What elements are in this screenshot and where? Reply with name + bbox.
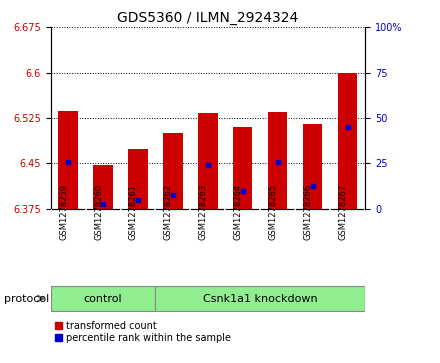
Bar [163, 133, 183, 209]
Text: GSM1278261: GSM1278261 [129, 184, 138, 240]
Text: GSM1278264: GSM1278264 [234, 184, 243, 240]
Text: Csnk1a1 knockdown: Csnk1a1 knockdown [203, 294, 318, 303]
Text: GSM1278266: GSM1278266 [304, 184, 313, 240]
Text: GSM1278265: GSM1278265 [269, 184, 278, 240]
Bar [338, 73, 357, 209]
Bar [59, 111, 78, 209]
Bar [268, 112, 287, 209]
Bar [155, 286, 365, 311]
Bar [51, 286, 155, 311]
Text: GSM1278263: GSM1278263 [199, 184, 208, 240]
Bar [128, 150, 147, 209]
Text: GSM1278262: GSM1278262 [164, 184, 173, 240]
Bar [233, 127, 253, 209]
Text: GSM1278259: GSM1278259 [59, 184, 68, 240]
Bar [93, 165, 113, 209]
Text: protocol: protocol [4, 294, 50, 303]
Bar [303, 124, 323, 209]
Title: GDS5360 / ILMN_2924324: GDS5360 / ILMN_2924324 [117, 11, 298, 25]
Text: GSM1278260: GSM1278260 [94, 184, 103, 240]
Legend: transformed count, percentile rank within the sample: transformed count, percentile rank withi… [55, 321, 231, 343]
Bar [198, 113, 217, 209]
Text: GSM1278267: GSM1278267 [339, 184, 348, 240]
Text: control: control [84, 294, 122, 303]
